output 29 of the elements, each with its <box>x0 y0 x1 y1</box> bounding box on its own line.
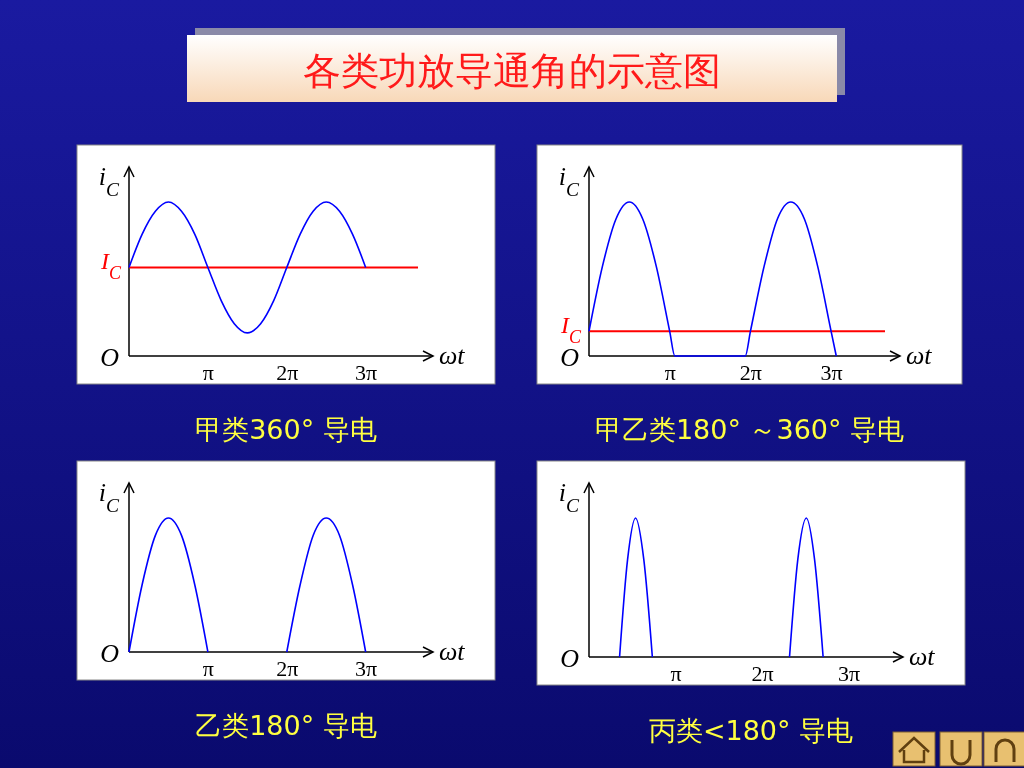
x-tick-label: π <box>664 359 676 385</box>
x-tick-label: π <box>202 359 214 385</box>
ref-line-label: I$_{C}$ <box>99 248 122 284</box>
text: 乙类180° 导电 <box>195 710 377 741</box>
x-tick-label: 3π <box>820 359 843 385</box>
text: O <box>100 343 120 372</box>
text: O <box>560 644 580 673</box>
y-axis-title: i$_{C}$ <box>98 478 120 516</box>
x-axis-title: ωt <box>439 341 466 370</box>
text: 甲乙类180° ～360° 导电 <box>594 414 905 445</box>
y-axis-title: i$_{C}$ <box>558 162 580 200</box>
text: 丙类<180° 导电 <box>648 715 854 746</box>
x-tick-label: π <box>202 655 214 681</box>
x-tick-label: 2π <box>276 359 299 385</box>
text: O <box>100 639 120 668</box>
y-axis-title: i$_{C}$ <box>558 478 580 516</box>
x-tick-label: 2π <box>276 655 299 681</box>
text: 甲类360° 导电 <box>195 414 377 445</box>
x-tick-label: 3π <box>355 359 378 385</box>
y-axis-title: i$_{C}$ <box>98 162 120 200</box>
x-tick-label: 3π <box>355 655 378 681</box>
x-axis-title: ωt <box>906 341 933 370</box>
text: 各类功放导通角的示意图 <box>303 49 721 93</box>
x-tick-label: 2π <box>751 660 774 686</box>
x-axis-title: ωt <box>909 642 936 671</box>
x-tick-label: 3π <box>837 660 861 686</box>
x-tick-label: π <box>670 660 682 686</box>
x-axis-title: ωt <box>439 637 466 666</box>
x-tick-label: 2π <box>739 359 762 385</box>
